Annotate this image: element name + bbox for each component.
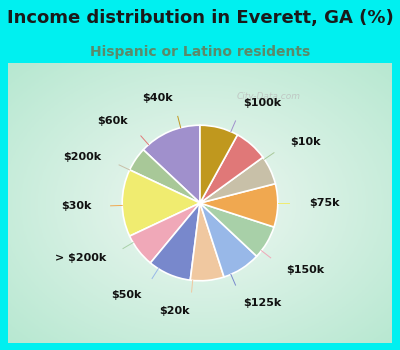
Text: $75k: $75k — [309, 198, 339, 208]
Text: $100k: $100k — [243, 98, 281, 108]
Wedge shape — [200, 157, 275, 203]
Text: $30k: $30k — [61, 201, 91, 211]
Wedge shape — [200, 135, 263, 203]
Text: $125k: $125k — [243, 298, 282, 308]
Text: $200k: $200k — [63, 152, 102, 162]
Wedge shape — [130, 150, 200, 203]
Text: > $200k: > $200k — [55, 253, 106, 264]
Text: $20k: $20k — [159, 306, 190, 316]
Wedge shape — [122, 170, 200, 236]
Text: $40k: $40k — [142, 92, 173, 103]
Text: City-Data.com: City-Data.com — [236, 92, 300, 101]
Wedge shape — [200, 203, 257, 277]
Wedge shape — [200, 203, 274, 256]
Wedge shape — [190, 203, 224, 281]
Wedge shape — [130, 203, 200, 263]
Text: $50k: $50k — [111, 290, 142, 300]
Text: $150k: $150k — [286, 265, 324, 275]
Text: Hispanic or Latino residents: Hispanic or Latino residents — [90, 45, 310, 59]
Wedge shape — [200, 184, 278, 227]
Wedge shape — [143, 125, 200, 203]
Wedge shape — [150, 203, 200, 280]
Text: $60k: $60k — [97, 116, 128, 126]
Text: Income distribution in Everett, GA (%): Income distribution in Everett, GA (%) — [7, 9, 393, 27]
Wedge shape — [200, 125, 238, 203]
Text: $10k: $10k — [290, 137, 320, 147]
